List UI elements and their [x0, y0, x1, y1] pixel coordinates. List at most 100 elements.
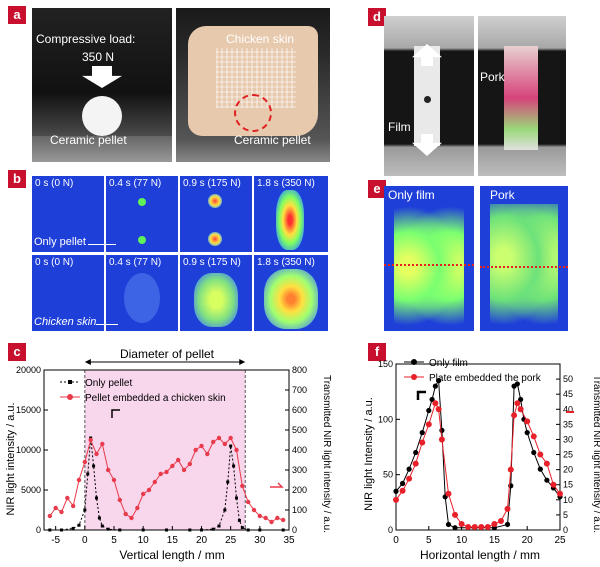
x-tick-label: 35 [283, 535, 295, 546]
data-point [518, 396, 524, 403]
chicken-skin-label: Chicken skin [226, 32, 295, 46]
arrow-head-icon [84, 359, 91, 365]
data-point [117, 497, 123, 503]
data-point [105, 467, 111, 473]
chart-c-y2label: Transmitted NIR light intensity / a.u. [321, 375, 332, 533]
data-point [211, 527, 215, 531]
x-tick-label: 15 [167, 535, 179, 546]
data-point [419, 430, 425, 436]
data-point [100, 524, 104, 528]
y2-tick-label: 40 [563, 404, 573, 414]
data-point [406, 475, 413, 482]
data-point [187, 461, 193, 467]
y2-tick-label: 800 [292, 365, 307, 375]
data-point [71, 526, 75, 530]
y2-tick-label: 0 [292, 525, 297, 535]
data-point [235, 496, 238, 500]
film-label: Film [388, 120, 411, 134]
x-tick-label: 5 [426, 535, 432, 546]
x-tick-label: 25 [554, 535, 566, 546]
data-point [514, 400, 521, 407]
panel-label-b: b [8, 170, 26, 188]
y2-tick-label: 25 [563, 450, 573, 460]
data-point [393, 496, 399, 503]
data-point [210, 439, 216, 445]
data-point [507, 466, 514, 473]
data-point [83, 508, 87, 512]
nir-cell-r1c3: 0.9 s (175 N) [180, 176, 252, 252]
only-film-label: Only film [388, 188, 435, 202]
data-point [216, 435, 222, 441]
data-point [200, 528, 203, 532]
data-point [438, 436, 445, 443]
data-point [258, 528, 262, 532]
data-point [59, 509, 64, 515]
data-point [465, 523, 472, 530]
data-point [263, 515, 268, 521]
y2-tick-label: 20 [563, 465, 573, 475]
axis-indicator-arrow-icon [111, 409, 120, 418]
time-label: 0 s (0 N) [35, 178, 74, 189]
legend-marker [67, 394, 73, 400]
photo-compression-pellet [32, 8, 172, 162]
data-point [228, 435, 233, 441]
y2-tick-label: 45 [563, 389, 573, 399]
chart-c: Diameter of pellet Vertical length / mm … [5, 347, 332, 562]
data-point [152, 479, 158, 485]
data-point [412, 460, 419, 467]
y2-tick-label: 0 [563, 525, 568, 535]
data-point [543, 460, 550, 467]
data-point [222, 441, 228, 447]
profile-line [384, 264, 474, 266]
nir-cell-r1c2: 0.4 s (77 N) [106, 176, 178, 252]
data-point [530, 433, 537, 440]
legend-entry: Only pellet [85, 378, 132, 389]
data-point [537, 466, 543, 472]
chart-f-y2label: Transmitted NIR light intensity / a.u. [591, 375, 600, 533]
data-point [223, 508, 227, 512]
data-point [426, 407, 432, 414]
data-point [524, 430, 530, 436]
data-point [205, 451, 210, 457]
y-tick-label: 15000 [16, 405, 41, 415]
panel-label-c: c [8, 343, 26, 361]
y2-tick-label: 10 [563, 495, 573, 505]
nir-image-grid: 0 s (0 N) 0.4 s (77 N) 0.9 s (175 N) 1.8… [32, 176, 328, 331]
data-point [226, 480, 230, 484]
data-point [413, 449, 419, 456]
series-line-1 [395, 401, 561, 528]
data-point [393, 488, 399, 494]
data-point [491, 520, 498, 527]
load-value: 350 N [82, 50, 115, 64]
plot-frame [395, 363, 561, 531]
data-point [436, 378, 442, 384]
chart-c-xlabel: Vertical length / mm [119, 548, 224, 562]
y2-tick-label: 500 [292, 425, 307, 435]
data-point [497, 517, 504, 524]
chart-c-ylabel: NIR light intensity / a.u. [5, 402, 17, 515]
nir-cell-r2c3: 0.9 s (175 N) [180, 255, 252, 331]
data-point [77, 523, 81, 527]
pork-label: Pork [480, 70, 505, 84]
data-point [60, 528, 63, 532]
data-point [245, 499, 251, 505]
pellet-label-right: Ceramic pellet [234, 133, 311, 147]
data-point [445, 490, 452, 497]
data-point [419, 439, 426, 446]
pellet-dot [424, 96, 431, 103]
data-point [257, 513, 263, 519]
data-point [280, 517, 286, 523]
time-label: 0.9 s (175 N) [183, 257, 241, 268]
pellet-label-left: Ceramic pellet [50, 133, 127, 147]
data-point [129, 515, 134, 521]
data-point [47, 513, 53, 519]
legend-entry: Pellet embedded a chicken skin [85, 393, 226, 404]
time-label: 0.4 s (77 N) [109, 257, 162, 268]
data-point [524, 418, 531, 425]
data-point [141, 528, 145, 532]
x-tick-label: 30 [254, 535, 266, 546]
data-point [82, 459, 88, 465]
data-point [429, 396, 435, 403]
data-point [135, 505, 140, 511]
data-point [399, 480, 406, 487]
